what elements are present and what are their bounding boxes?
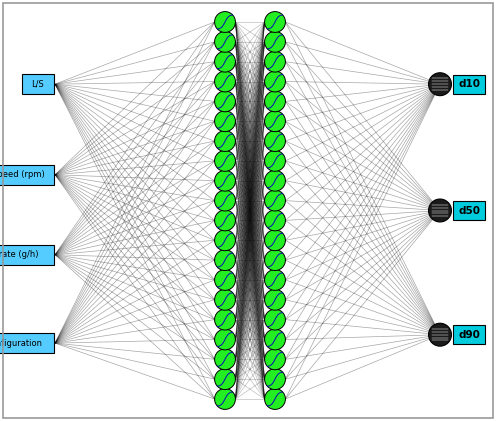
Text: Screw speed (rpm): Screw speed (rpm): [0, 170, 45, 179]
Circle shape: [264, 171, 285, 191]
Circle shape: [429, 199, 451, 222]
Circle shape: [264, 250, 285, 271]
Circle shape: [215, 12, 236, 32]
Circle shape: [215, 190, 236, 211]
Circle shape: [215, 269, 236, 290]
Circle shape: [215, 389, 236, 409]
Circle shape: [264, 150, 285, 171]
Text: d10: d10: [458, 79, 481, 89]
Circle shape: [215, 91, 236, 112]
Circle shape: [215, 250, 236, 271]
FancyBboxPatch shape: [0, 245, 54, 265]
Circle shape: [215, 309, 236, 330]
FancyBboxPatch shape: [453, 75, 486, 94]
FancyBboxPatch shape: [22, 74, 54, 94]
Circle shape: [215, 210, 236, 231]
Circle shape: [215, 171, 236, 191]
Circle shape: [264, 190, 285, 211]
Circle shape: [215, 349, 236, 370]
Circle shape: [264, 32, 285, 52]
Circle shape: [429, 323, 451, 346]
Text: Powder flow rate (g/h): Powder flow rate (g/h): [0, 250, 39, 259]
Circle shape: [264, 289, 285, 310]
Circle shape: [264, 309, 285, 330]
Circle shape: [215, 230, 236, 250]
Circle shape: [215, 131, 236, 152]
Text: L/S: L/S: [32, 80, 44, 89]
FancyBboxPatch shape: [453, 325, 486, 344]
Circle shape: [264, 111, 285, 132]
Circle shape: [264, 131, 285, 152]
Text: Screw configuration: Screw configuration: [0, 338, 42, 348]
Circle shape: [264, 329, 285, 350]
Circle shape: [264, 51, 285, 72]
Circle shape: [429, 73, 451, 96]
FancyBboxPatch shape: [0, 333, 54, 353]
Circle shape: [264, 91, 285, 112]
Circle shape: [215, 51, 236, 72]
FancyBboxPatch shape: [0, 165, 54, 185]
Text: d50: d50: [458, 205, 481, 216]
Circle shape: [215, 289, 236, 310]
Circle shape: [264, 210, 285, 231]
FancyBboxPatch shape: [453, 201, 486, 220]
Circle shape: [215, 111, 236, 132]
Circle shape: [264, 369, 285, 389]
Circle shape: [215, 329, 236, 350]
Circle shape: [215, 369, 236, 389]
Circle shape: [264, 230, 285, 250]
Circle shape: [215, 32, 236, 52]
Circle shape: [264, 12, 285, 32]
Circle shape: [215, 150, 236, 171]
Circle shape: [264, 389, 285, 409]
Circle shape: [264, 71, 285, 92]
Text: d90: d90: [458, 330, 481, 340]
Circle shape: [264, 349, 285, 370]
Circle shape: [215, 71, 236, 92]
Circle shape: [264, 269, 285, 290]
